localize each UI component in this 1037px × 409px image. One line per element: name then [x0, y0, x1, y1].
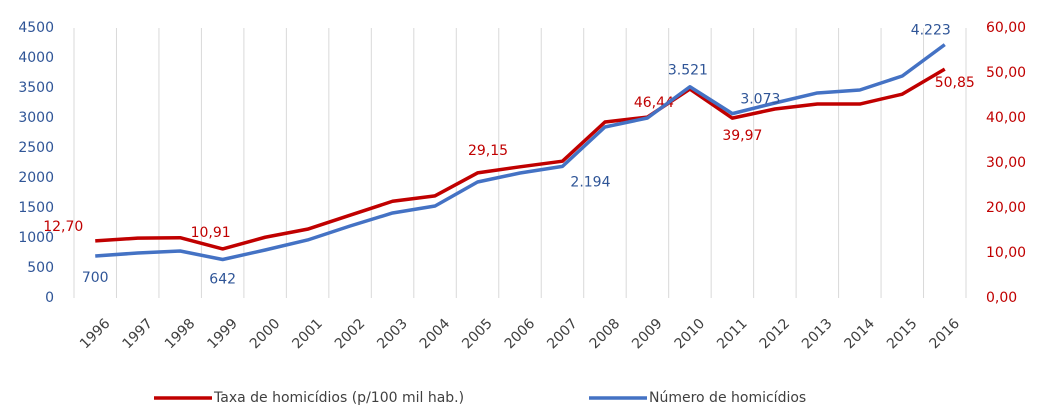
- x-tick-label: 1996: [77, 316, 114, 353]
- y2-tick-label: 60,00: [986, 20, 1026, 36]
- y2-tick-label: 50,00: [986, 65, 1026, 81]
- x-tick-label: 1997: [119, 316, 156, 353]
- y-tick-label: 4500: [18, 20, 54, 36]
- y-tick-label: 3000: [18, 110, 54, 126]
- data-label: 29,15: [468, 143, 508, 159]
- x-tick-label: 2012: [757, 316, 794, 353]
- data-label: 700: [82, 270, 109, 286]
- y2-tick-label: 0,00: [986, 290, 1017, 306]
- x-tick-label: 2013: [799, 316, 836, 353]
- y2-tick-label: 40,00: [986, 110, 1026, 126]
- x-tick-label: 2004: [417, 316, 454, 353]
- data-label: 4.223: [911, 23, 951, 39]
- x-tick-label: 2007: [544, 316, 581, 353]
- data-label: 50,85: [935, 75, 975, 91]
- x-tick-label: 2005: [459, 316, 496, 353]
- legend-label: Número de homicídios: [649, 390, 806, 406]
- y-tick-label: 2000: [18, 170, 54, 186]
- data-label: 10,91: [191, 225, 231, 241]
- x-tick-label: 2014: [842, 316, 879, 353]
- y-tick-label: 1000: [18, 230, 54, 246]
- data-label: 39,97: [722, 128, 762, 144]
- x-tick-label: 1999: [204, 316, 241, 353]
- data-label: 642: [209, 271, 236, 287]
- x-tick-label: 2002: [332, 316, 369, 353]
- x-tick-label: 2003: [374, 316, 411, 353]
- series-line: [95, 43, 946, 262]
- y2-tick-label: 10,00: [986, 245, 1026, 261]
- x-tick-label: 1998: [162, 316, 199, 353]
- data-label: 2.194: [570, 174, 610, 190]
- y-tick-label: 1500: [18, 200, 54, 216]
- y2-tick-label: 30,00: [986, 155, 1026, 171]
- y2-tick-label: 20,00: [986, 200, 1026, 216]
- x-tick-label: 2001: [289, 316, 326, 353]
- x-tick-label: 2010: [672, 316, 709, 353]
- x-tick-label: 2016: [927, 316, 964, 353]
- x-tick-label: 2009: [629, 316, 666, 353]
- y-tick-label: 3500: [18, 80, 54, 96]
- legend-label: Taxa de homicídios (p/100 mil hab.): [213, 390, 464, 406]
- data-label: 3.073: [740, 92, 780, 108]
- y-tick-label: 500: [27, 260, 54, 276]
- data-label: 3.521: [668, 63, 708, 79]
- x-tick-label: 2000: [247, 316, 284, 353]
- y-tick-label: 2500: [18, 140, 54, 156]
- data-label: 12,70: [43, 219, 83, 235]
- x-tick-label: 2011: [714, 316, 751, 353]
- series-line: [95, 67, 946, 251]
- x-tick-label: 2008: [587, 316, 624, 353]
- y-tick-label: 4000: [18, 50, 54, 66]
- x-tick-label: 2006: [502, 316, 539, 353]
- x-tick-label: 2015: [884, 316, 921, 353]
- y-tick-label: 0: [45, 290, 54, 306]
